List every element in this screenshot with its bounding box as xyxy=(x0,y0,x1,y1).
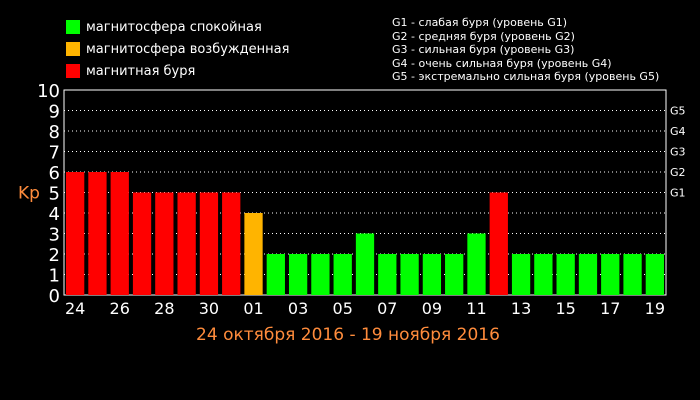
x-tick-label: 13 xyxy=(511,299,531,318)
legend-swatch-active xyxy=(66,42,80,56)
x-tick-label: 03 xyxy=(288,299,308,318)
storm-level-g1: G1 - слабая буря (уровень G1) xyxy=(392,16,568,29)
y-tick-label: 6 xyxy=(49,163,60,184)
bar-24 xyxy=(66,172,85,295)
legend-swatch-storm xyxy=(66,64,80,78)
legend: магнитосфера спокойная магнитосфера возб… xyxy=(66,16,289,82)
y-tick-label: 4 xyxy=(49,204,60,225)
x-tick-label: 17 xyxy=(600,299,620,318)
storm-level-tick-g4: G4 xyxy=(670,125,686,138)
legend-item-quiet: магнитосфера спокойная xyxy=(66,16,289,38)
legend-item-active: магнитосфера возбужденная xyxy=(66,38,289,60)
storm-level-g2: G2 - средняя буря (уровень G2) xyxy=(392,29,575,43)
bar-06 xyxy=(355,233,375,295)
storm-level-g5: G5 - экстремально сильная буря (уровень … xyxy=(392,70,660,83)
storm-level-tick-g3: G3 xyxy=(670,146,686,159)
x-axis-label: 24 октября 2016 - 19 ноября 2016 xyxy=(196,325,500,345)
storm-level-tick-g1: G1 xyxy=(670,187,686,200)
x-tick-label: 26 xyxy=(110,299,130,318)
bar-08 xyxy=(400,254,419,295)
legend-label-storm: магнитная буря xyxy=(86,63,196,79)
y-tick-label: 8 xyxy=(49,122,60,143)
y-tick-label: 9 xyxy=(49,102,60,123)
bar-26 xyxy=(110,172,129,295)
x-tick-label: 05 xyxy=(333,299,353,318)
bar-04 xyxy=(311,254,330,295)
x-tick-label: 01 xyxy=(243,299,263,318)
bar-19 xyxy=(645,254,664,295)
storm-level-legend: G1 - слабая буря (уровень G1) G2 - средн… xyxy=(392,16,659,84)
bar-15 xyxy=(556,254,575,295)
bar-18 xyxy=(623,254,642,295)
bar-29 xyxy=(177,192,196,295)
legend-swatch-quiet xyxy=(66,20,80,34)
x-tick-label: 28 xyxy=(154,299,174,318)
bar-30 xyxy=(199,192,219,295)
x-tick-label: 11 xyxy=(466,299,486,318)
x-tick-label: 15 xyxy=(555,299,575,318)
bar-16 xyxy=(578,254,598,295)
bar-02 xyxy=(266,254,285,295)
x-tick-label: 19 xyxy=(645,299,665,318)
y-tick-label: 5 xyxy=(49,184,60,205)
bar-03 xyxy=(288,254,308,295)
bar-14 xyxy=(534,254,553,295)
bar-28 xyxy=(155,192,174,295)
storm-level-g4: G4 - очень сильная буря (уровень G4) xyxy=(392,56,612,70)
x-tick-label: 09 xyxy=(422,299,442,318)
y-tick-label: 10 xyxy=(37,81,60,102)
bar-27 xyxy=(132,192,152,295)
bar-12 xyxy=(489,192,508,295)
y-tick-label: 2 xyxy=(49,245,60,266)
bar-31 xyxy=(222,192,241,295)
bar-11 xyxy=(467,233,486,295)
y-tick-label: 7 xyxy=(49,143,60,164)
x-tick-label: 30 xyxy=(199,299,219,318)
storm-level-g3: G3 - сильная буря (уровень G3) xyxy=(392,43,575,56)
legend-item-storm: магнитная буря xyxy=(66,60,289,82)
bar-05 xyxy=(333,254,352,295)
bar-09 xyxy=(422,254,442,295)
y-tick-label: 0 xyxy=(49,286,60,307)
bar-17 xyxy=(601,254,620,295)
y-tick-label: 1 xyxy=(49,266,60,287)
bar-25 xyxy=(88,172,107,295)
x-tick-label: 24 xyxy=(65,299,85,318)
y-axis-label: Kp xyxy=(18,184,40,204)
x-tick-label: 07 xyxy=(377,299,397,318)
legend-label-quiet: магнитосфера спокойная xyxy=(86,19,262,35)
y-tick-label: 3 xyxy=(49,225,60,246)
storm-level-tick-g2: G2 xyxy=(670,166,686,179)
storm-level-tick-g5: G5 xyxy=(670,105,686,118)
bar-10 xyxy=(445,254,464,295)
bar-13 xyxy=(511,254,531,295)
bar-01 xyxy=(244,213,263,295)
bar-07 xyxy=(378,254,397,295)
legend-label-active: магнитосфера возбужденная xyxy=(86,41,290,57)
